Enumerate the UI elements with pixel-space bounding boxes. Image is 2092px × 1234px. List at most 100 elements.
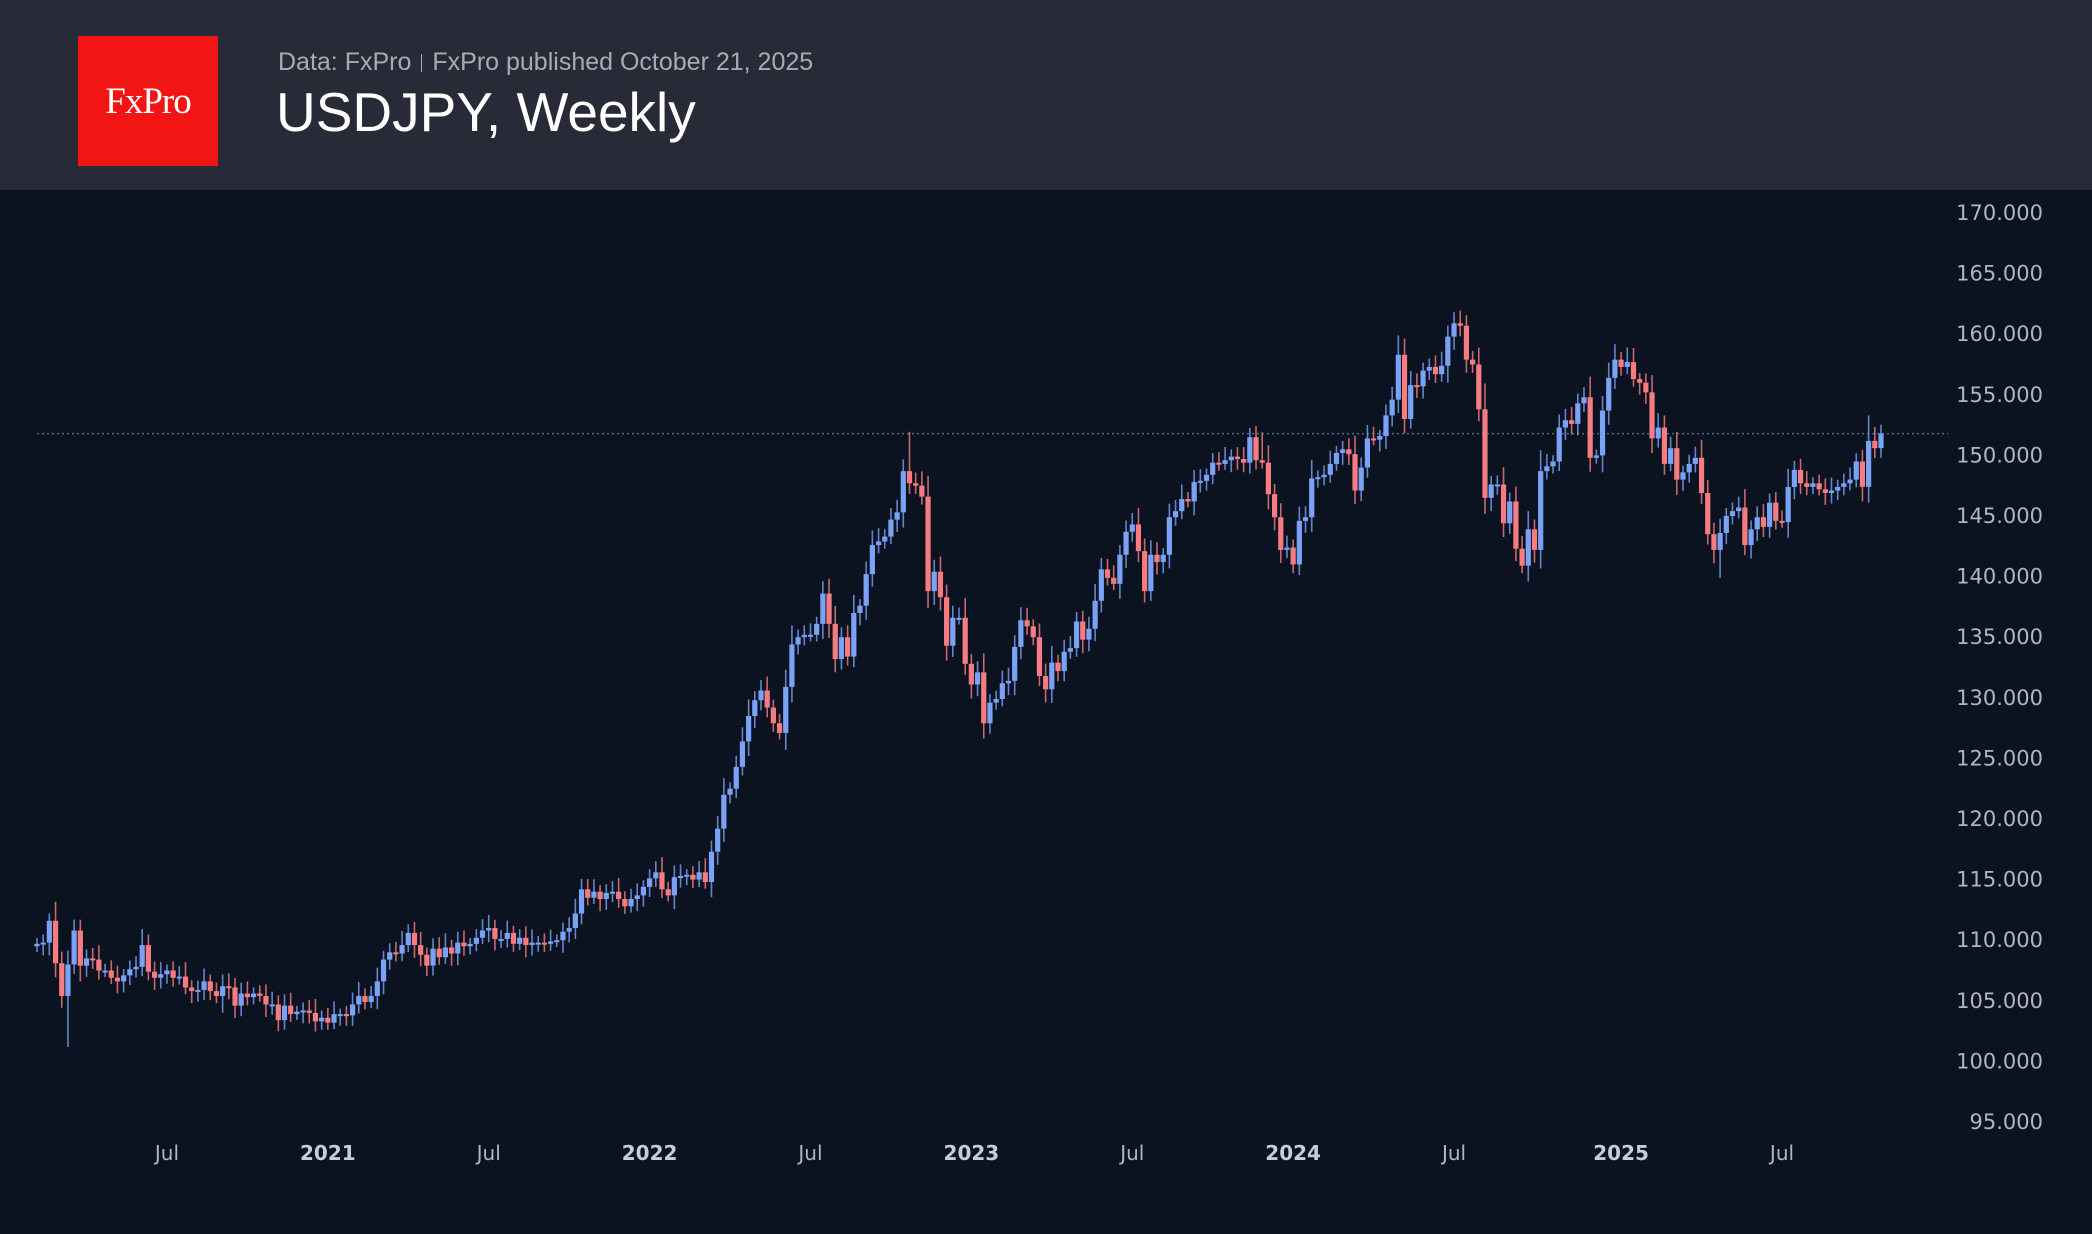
candle-body-up	[1302, 517, 1309, 521]
candle-body-up	[486, 928, 492, 931]
candle-body-up	[195, 989, 201, 992]
candle-body-up	[1086, 628, 1092, 640]
candle-body-up	[696, 872, 702, 880]
candle-body-up	[838, 637, 845, 660]
candle-body-down	[213, 991, 220, 996]
candle-body-up	[820, 593, 826, 624]
candle-body-up	[1729, 511, 1736, 516]
candle-body-down	[541, 942, 548, 945]
candle-body-down	[1432, 366, 1439, 375]
y-tick-label: 150.000	[1956, 443, 2043, 467]
candle-body-up	[1550, 461, 1556, 467]
candle-body-up	[1767, 502, 1773, 527]
candle-body-down	[1797, 469, 1804, 484]
candle-body-down	[1271, 494, 1278, 518]
candle-body-up	[900, 471, 906, 513]
candle-body-up	[882, 536, 888, 542]
y-tick-label: 115.000	[1956, 868, 2043, 892]
candle-body-down	[189, 987, 195, 992]
candle-body-down	[1043, 675, 1049, 690]
candle-body-down	[448, 947, 455, 954]
candle-body-up	[1426, 366, 1432, 371]
candle-body-down	[1674, 448, 1680, 480]
candle-body-down	[585, 889, 591, 898]
y-tick-label: 165.000	[1956, 262, 2043, 286]
x-tick-label: Jul	[1440, 1141, 1466, 1165]
candle-body-up	[1327, 463, 1333, 475]
candle-body-down	[1804, 483, 1810, 487]
candle-body-up	[875, 541, 882, 546]
candle-body-up	[405, 932, 411, 946]
candle-body-down	[1253, 437, 1259, 461]
candle-body-up	[857, 605, 863, 613]
candle-body-down	[913, 483, 919, 486]
candle-body-up	[1067, 648, 1073, 652]
candle-body-up	[133, 966, 139, 970]
candle-body-down	[1705, 492, 1711, 535]
candle-body-up	[603, 892, 609, 899]
candle-body-up	[783, 686, 789, 733]
candle-body-up	[455, 942, 461, 954]
candle-body-down	[1519, 548, 1525, 566]
candle-body-down	[1569, 420, 1575, 424]
candle-body-down	[937, 571, 944, 598]
candle-body-up	[319, 1017, 325, 1022]
candle-body-up	[1544, 466, 1550, 472]
candle-body-down	[1036, 637, 1043, 676]
candle-body-down	[1278, 517, 1284, 550]
candle-body-up	[1624, 362, 1630, 367]
candle-body-down	[1104, 569, 1111, 578]
candle-body-up	[250, 993, 257, 998]
candle-body-up	[498, 938, 504, 941]
candle-body-down	[226, 986, 232, 989]
candle-body-down	[232, 987, 238, 1006]
candle-body-up	[238, 993, 244, 1006]
candle-body-up	[894, 512, 900, 520]
candle-body-up	[1092, 600, 1098, 629]
candle-body-up	[1284, 547, 1290, 550]
candle-body-up	[572, 913, 578, 929]
candle-body-up	[121, 975, 127, 982]
x-tick-label: Jul	[796, 1141, 822, 1165]
candle-body-up	[1420, 370, 1426, 387]
candle-body-down	[418, 945, 424, 955]
candle-body-down	[1352, 454, 1358, 491]
candle-body-down	[1587, 397, 1593, 458]
candle-body-up	[578, 889, 585, 914]
candle-body-down	[776, 723, 783, 733]
candle-body-down	[622, 898, 628, 907]
candle-body-up	[349, 1004, 356, 1016]
candle-body-up	[1333, 452, 1340, 464]
candle-body-down	[1760, 517, 1767, 527]
candle-body-down	[1290, 547, 1296, 565]
candle-body-up	[1841, 483, 1847, 487]
y-tick-label: 110.000	[1956, 928, 2043, 952]
candle-body-down	[1649, 392, 1655, 439]
x-tick-label: 2022	[622, 1141, 678, 1165]
candle-body-up	[374, 981, 380, 996]
candle-body-up	[1494, 484, 1500, 487]
y-tick-label: 160.000	[1956, 322, 2043, 346]
candle-body-up	[139, 945, 145, 967]
candle-body-down	[981, 672, 987, 724]
candle-body-down	[832, 623, 838, 660]
candle-body-down	[1500, 484, 1507, 524]
candle-body-up	[1575, 403, 1581, 424]
candle-body-up	[1866, 440, 1872, 487]
candle-body-down	[1711, 534, 1717, 550]
candle-body-up	[1606, 377, 1612, 411]
header-bar: FxPro Data: FxPro FxPro published October…	[0, 0, 2092, 190]
candle-body-up	[1098, 569, 1104, 601]
candle-body-up	[34, 943, 40, 947]
candle-body-down	[1618, 359, 1624, 367]
candle-body-up	[1556, 427, 1562, 462]
candle-body-up	[1377, 436, 1383, 440]
candle-body-up	[715, 828, 721, 852]
candle-body-down	[1241, 459, 1247, 463]
candle-body-up	[1736, 507, 1742, 512]
candle-body-up	[708, 851, 715, 883]
candle-body-up	[535, 942, 541, 945]
candle-body-up	[1160, 554, 1166, 563]
candle-body-up	[1599, 410, 1606, 456]
